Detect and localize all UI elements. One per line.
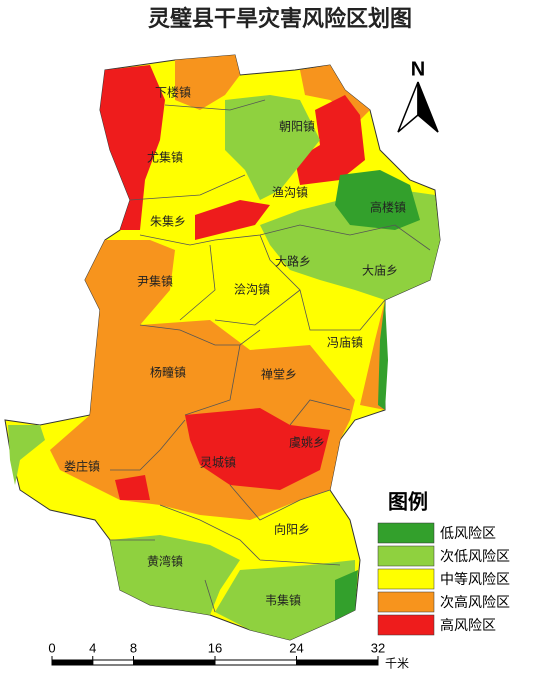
town-label: 尤集镇 xyxy=(147,150,183,165)
scale-label: 24 xyxy=(289,640,303,655)
zone-medium-high-east xyxy=(300,65,385,410)
town-boundaries xyxy=(110,99,431,613)
scale-segment xyxy=(92,659,134,666)
legend-swatch xyxy=(377,522,435,544)
town-label: 浍沟镇 xyxy=(234,282,270,297)
map-title: 灵璧县干旱灾害风险区划图 xyxy=(148,6,412,32)
scale-segment xyxy=(133,659,216,666)
scale-segment xyxy=(296,659,379,666)
legend-swatch xyxy=(377,568,435,590)
town-label: 娄庄镇 xyxy=(64,459,100,474)
legend-title: 图例 xyxy=(388,490,428,514)
legend-label: 高风险区 xyxy=(440,617,496,634)
legend-swatch xyxy=(377,545,435,567)
north-arrow-left xyxy=(397,81,419,133)
scale-label: 4 xyxy=(89,640,96,655)
legend-label: 低风险区 xyxy=(440,526,496,542)
scale-segment xyxy=(214,659,297,666)
legend-swatch xyxy=(377,591,435,613)
town-label: 虞姚乡 xyxy=(289,436,325,450)
north-arrow-right xyxy=(417,81,439,133)
north-label: N xyxy=(411,58,425,80)
town-label: 韦集镇 xyxy=(265,593,301,608)
zone-medium-high xyxy=(50,55,355,520)
zone-low xyxy=(335,170,420,620)
town-label: 大庙乡 xyxy=(362,264,398,278)
scale-label: 0 xyxy=(48,640,55,655)
scale-label: 8 xyxy=(130,640,137,655)
town-label: 灵城镇 xyxy=(200,456,236,470)
town-label: 黄湾镇 xyxy=(147,554,183,569)
zone-high xyxy=(100,65,365,500)
legend-label: 次低风险区 xyxy=(440,549,510,565)
north-arrow: N xyxy=(397,58,439,133)
scale-label: 32 xyxy=(371,640,385,655)
town-label: 下楼镇 xyxy=(155,85,191,100)
town-label: 朝阳镇 xyxy=(279,120,315,134)
town-label: 尹集镇 xyxy=(137,274,173,289)
town-label: 高楼镇 xyxy=(370,200,406,215)
scale-unit: 千米 xyxy=(385,657,409,671)
scale-segment xyxy=(51,659,94,666)
legend-label: 次高风险区 xyxy=(440,594,510,611)
town-label: 朱集乡 xyxy=(150,214,186,229)
town-label: 向阳乡 xyxy=(274,522,310,537)
town-label: 渔沟镇 xyxy=(272,186,308,200)
town-label: 大路乡 xyxy=(275,254,311,269)
scale-label: 16 xyxy=(208,640,222,655)
legend-swatch xyxy=(377,614,435,636)
town-label: 禅堂乡 xyxy=(261,368,297,382)
town-label: 冯庙镇 xyxy=(327,336,363,350)
map xyxy=(4,54,441,641)
legend-label: 中等风险区 xyxy=(440,571,510,588)
town-label: 杨疃镇 xyxy=(150,365,186,380)
